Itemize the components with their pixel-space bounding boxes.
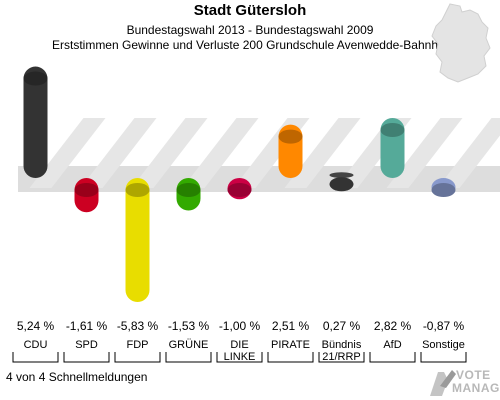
bar-cap [380, 123, 405, 138]
bar-cap [431, 183, 456, 197]
value-label: 0,27 % [323, 319, 361, 333]
category-label: FDP [127, 339, 149, 351]
bar-shadow [29, 118, 106, 188]
value-label: -1,61 % [66, 319, 108, 333]
category-label: GRÜNE [169, 339, 209, 351]
bar-cap [176, 183, 201, 197]
chart-subtitle-detail: Erststimmen Gewinne und Verluste 200 Gru… [51, 38, 449, 52]
bar-cap [23, 71, 48, 86]
bar-fdp [125, 178, 150, 302]
category-bracket [318, 352, 365, 363]
category-label: Bündnis [322, 339, 362, 351]
bar-cap [278, 129, 303, 144]
chart-title: Stadt Gütersloh [193, 2, 307, 19]
value-label: -0,87 % [423, 319, 465, 333]
vote-manager-logo [430, 370, 456, 396]
category-bracket [369, 352, 416, 363]
value-label: 5,24 % [17, 319, 55, 333]
category-bracket [12, 352, 59, 363]
bar-b-ndnis-21-rrp [329, 172, 354, 178]
category-label: LINKE [224, 351, 256, 363]
category-bracket [420, 352, 467, 363]
category-label: AfD [383, 339, 401, 351]
category-label: CDU [24, 339, 48, 351]
bar-cap [227, 183, 252, 197]
category-label: SPD [75, 339, 98, 351]
category-bracket [216, 352, 263, 363]
bar-shadow [131, 118, 208, 188]
bar-shadow [80, 118, 157, 188]
footer-status: 4 von 4 Schnellmeldungen [6, 370, 148, 384]
bar-shadow [182, 118, 259, 188]
bar-cap [329, 177, 354, 192]
category-label: PIRATE [271, 339, 310, 351]
logo-text-manager: MANAGER [452, 381, 500, 395]
bar-shadow [284, 118, 361, 188]
value-label: -5,83 % [117, 319, 159, 333]
bar-shadow [437, 118, 500, 188]
value-label: -1,53 % [168, 319, 210, 333]
category-bracket [267, 352, 314, 363]
category-label: Sonstige [422, 339, 465, 351]
category-label: DIE [230, 339, 248, 351]
value-label: 2,82 % [374, 319, 412, 333]
germany-map-icon [431, 3, 491, 83]
logo-text-vote: VOTE [456, 368, 491, 382]
bar-cap [125, 183, 150, 197]
category-bracket [165, 352, 212, 363]
category-bracket [114, 352, 161, 363]
value-label: -1,00 % [219, 319, 261, 333]
category-bracket [63, 352, 110, 363]
bar-cdu [23, 66, 48, 178]
bar-cap [74, 183, 99, 197]
chart-subtitle: Bundestagswahl 2013 - Bundestagswahl 200… [126, 23, 374, 37]
category-label: 21/RRP [322, 351, 361, 363]
bar-shadow [386, 118, 463, 188]
value-label: 2,51 % [272, 319, 310, 333]
